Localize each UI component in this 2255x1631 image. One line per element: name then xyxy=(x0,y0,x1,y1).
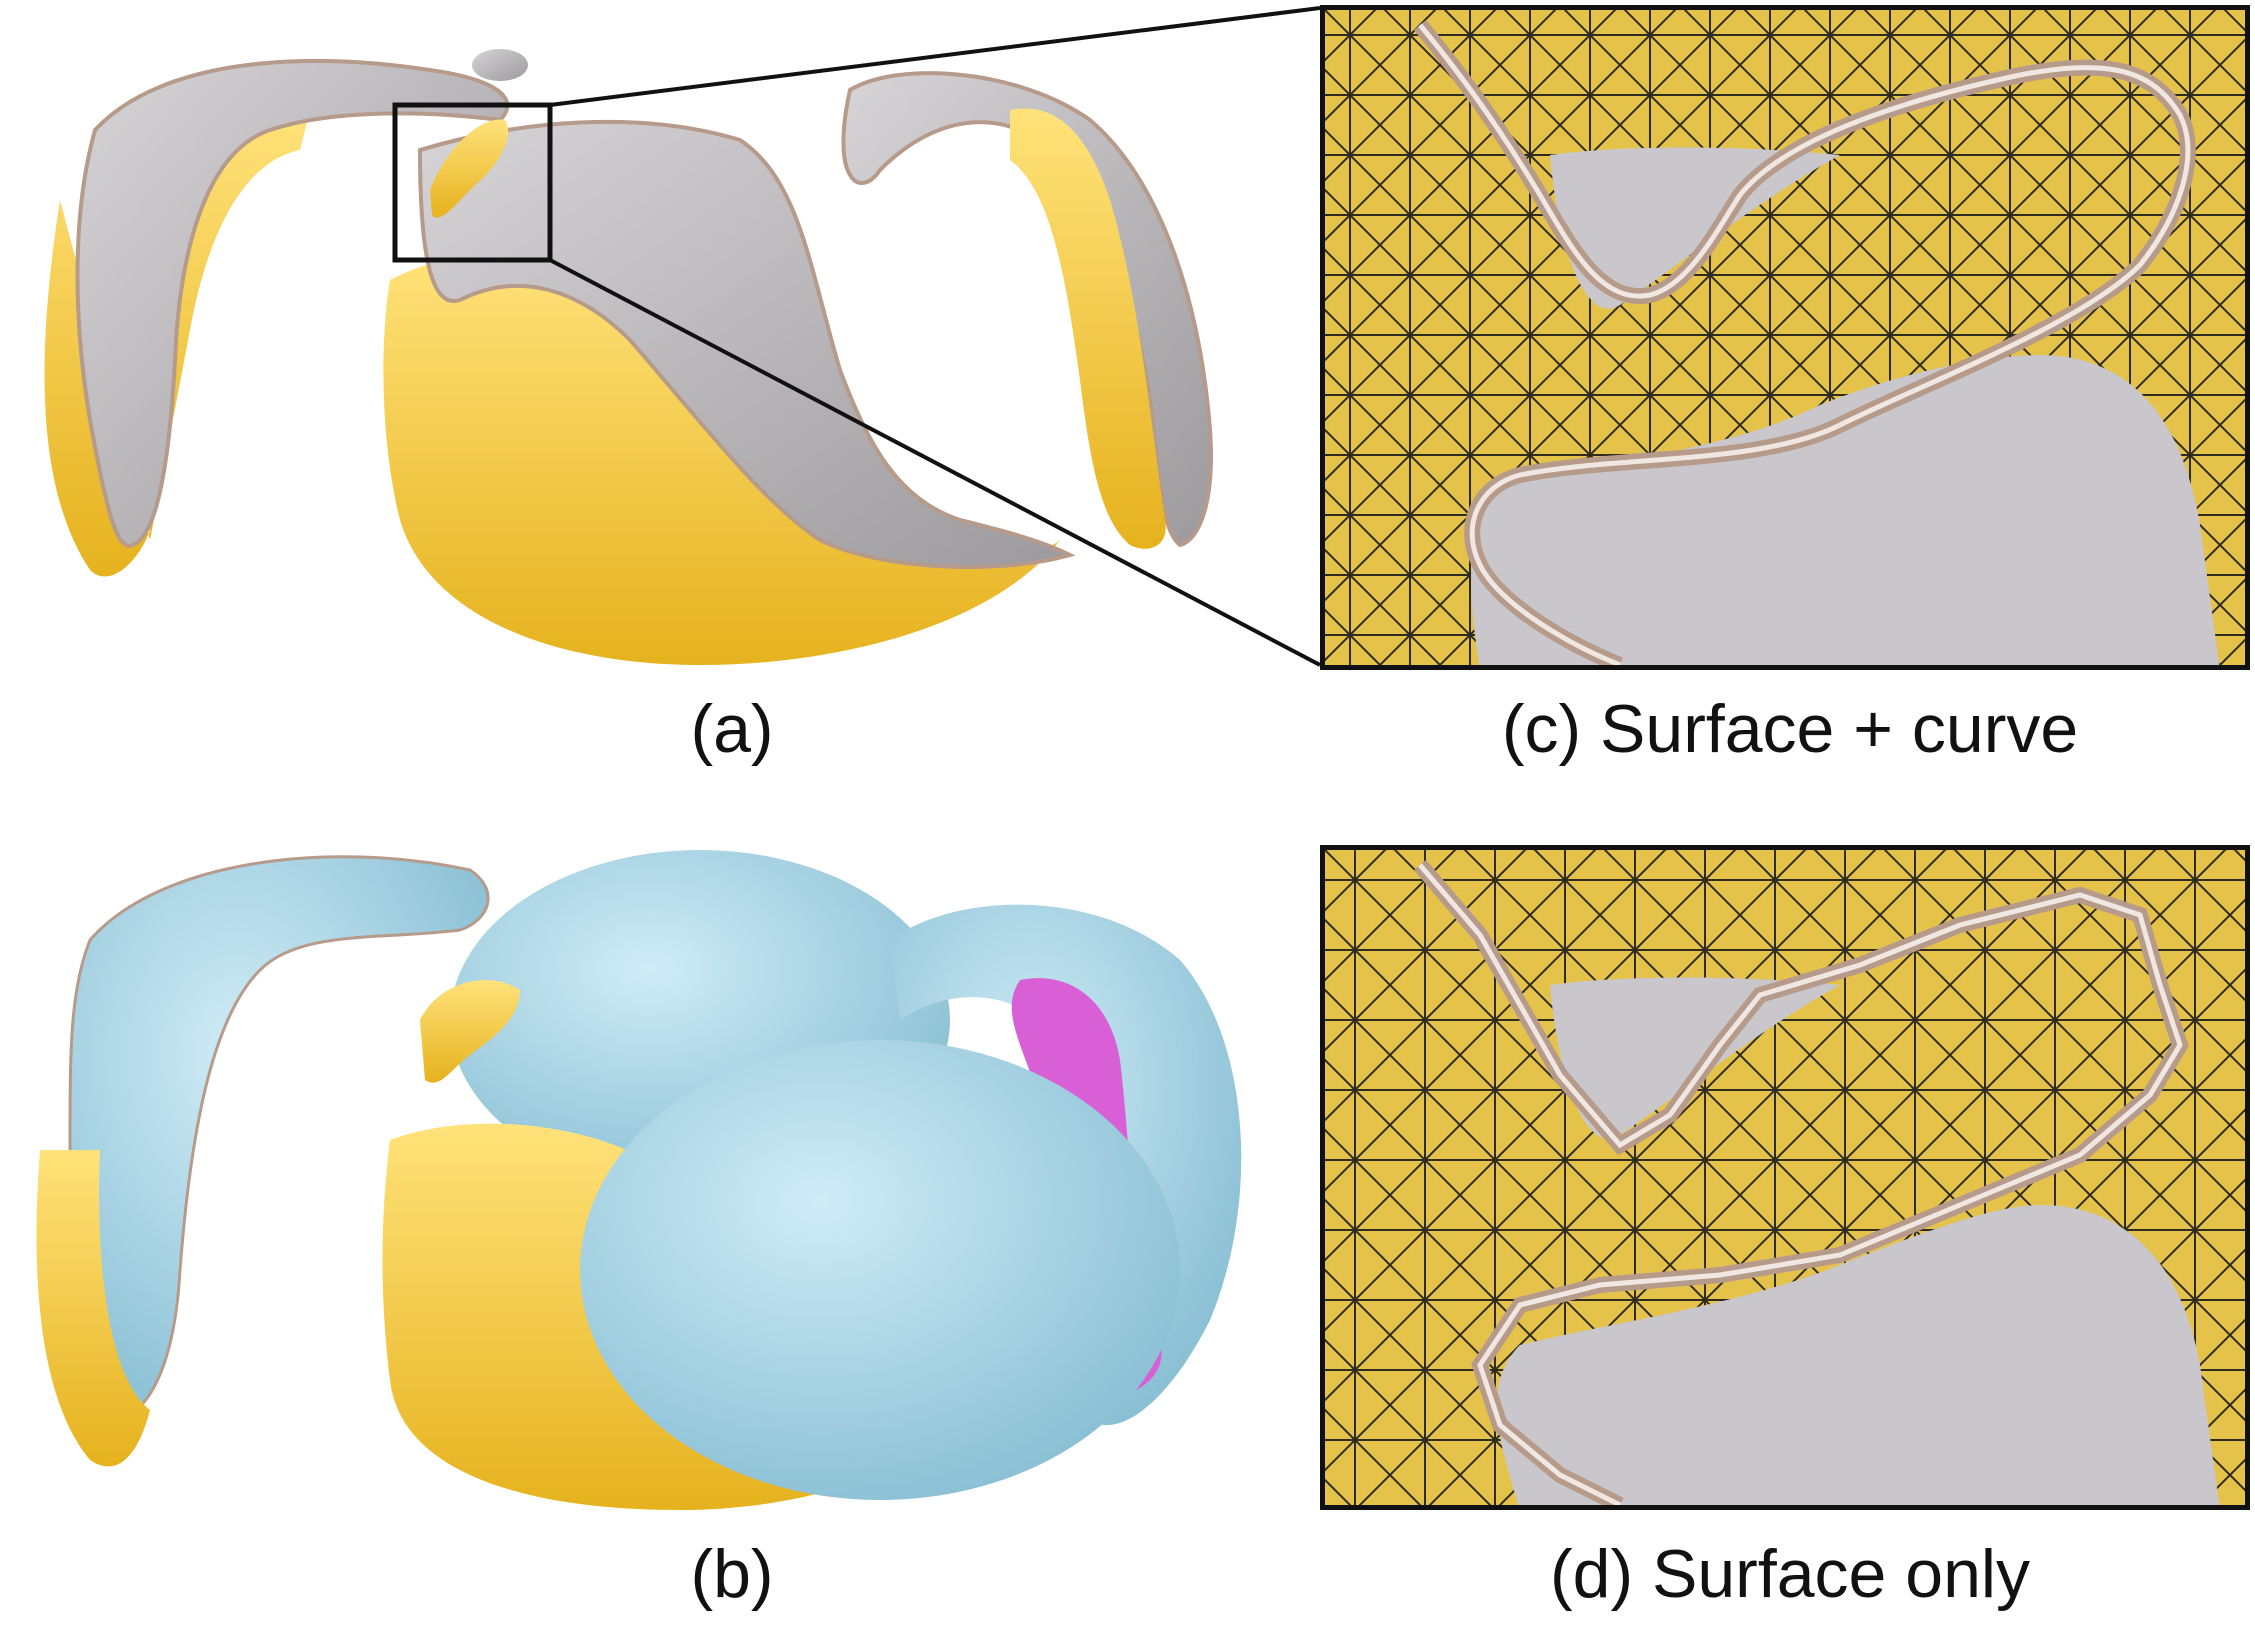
right-arm-yellow xyxy=(1010,108,1166,549)
panel-b-render xyxy=(36,850,1242,1510)
zoom-box xyxy=(392,102,553,263)
caption-a: (a) xyxy=(690,691,774,767)
leader-line-top xyxy=(549,6,1320,107)
leader-line-bottom xyxy=(549,258,1320,667)
front-blob-blue xyxy=(580,1040,1180,1500)
left-arm-gray xyxy=(75,58,510,548)
gray-region-c xyxy=(1471,147,2220,666)
panel-d-zoom xyxy=(1320,845,2250,1510)
right-arm-gray xyxy=(841,71,1213,548)
caption-b: (b) xyxy=(690,1536,774,1612)
panel-c-zoom xyxy=(1320,5,2250,670)
caption-d: (d) Surface only xyxy=(1550,1536,2030,1612)
panel-a-render xyxy=(44,6,1320,667)
small-yellow-piece xyxy=(430,119,509,218)
top-bump xyxy=(472,49,528,81)
gray-region-d xyxy=(1496,977,2220,1506)
frame-d xyxy=(1320,845,2250,1510)
body-gray xyxy=(417,119,1076,569)
small-yellow-piece-b xyxy=(420,980,520,1083)
caption-c: (c) Surface + curve xyxy=(1501,691,2079,767)
left-arm-yellow-b xyxy=(36,1150,151,1467)
frame-c xyxy=(1320,5,2250,670)
